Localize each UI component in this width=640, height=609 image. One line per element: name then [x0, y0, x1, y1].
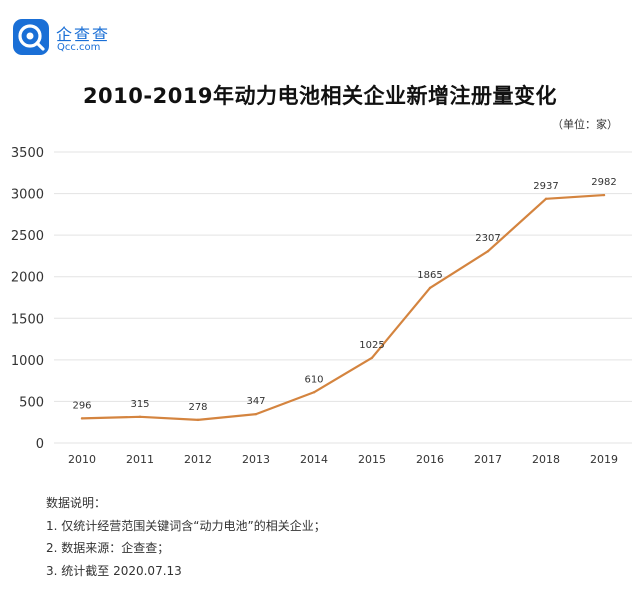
- note-item-2: 2. 数据来源：企查查；: [46, 541, 170, 555]
- data-label: 315: [130, 399, 149, 410]
- data-point: [312, 391, 316, 394]
- data-point: [138, 415, 142, 419]
- x-tick-label: 2013: [242, 453, 270, 466]
- y-tick-label: 500: [19, 395, 44, 410]
- note-item-1: 1. 仅统计经营范围关键词含“动力电池”的相关企业；: [46, 518, 326, 533]
- data-label: 278: [188, 402, 207, 413]
- y-tick-label: 0: [36, 437, 44, 452]
- data-point: [196, 418, 200, 422]
- x-tick-label: 2010: [68, 453, 96, 466]
- line-chart: 0 500 1000 1500 2000 2500 3000 3500 2010 2011 2012…: [11, 146, 632, 466]
- y-tick-label: 3000: [11, 188, 44, 203]
- data-label: 2982: [591, 177, 616, 188]
- chart-title: 2010-2019年动力电池相关企业新增注册量变化: [82, 84, 558, 108]
- x-tick-label: 2012: [184, 453, 212, 466]
- data-label: 1025: [359, 340, 384, 351]
- data-label: 2937: [533, 181, 558, 192]
- y-tick-label: 1000: [11, 354, 44, 369]
- x-tick-label: 2016: [416, 453, 444, 466]
- brand-name-en: Qcc.com: [57, 42, 101, 53]
- x-tick-label: 2018: [532, 453, 560, 466]
- data-label: 347: [246, 396, 265, 407]
- x-tick-label: 2019: [590, 453, 618, 466]
- data-point: [486, 249, 490, 253]
- data-point: [428, 286, 432, 290]
- data-label: 296: [72, 400, 91, 411]
- x-tick-label: 2011: [126, 453, 154, 466]
- data-point: [544, 197, 548, 201]
- y-tick-label: 2000: [11, 271, 44, 286]
- y-tick-label: 3500: [11, 146, 44, 161]
- x-tick-label: 2014: [300, 453, 328, 466]
- data-point: [370, 356, 374, 359]
- x-tick-label: 2015: [358, 453, 386, 466]
- notes-heading: 数据说明：: [46, 496, 107, 510]
- data-point: [602, 193, 606, 197]
- x-tick-label: 2017: [474, 453, 502, 466]
- data-notes: 数据说明： 1. 仅统计经营范围关键词含“动力电池”的相关企业； 2. 数据来源…: [46, 492, 326, 582]
- data-point: [254, 412, 258, 416]
- data-label: 1865: [417, 270, 442, 281]
- qcc-logo-icon: [13, 19, 49, 55]
- data-label: 610: [304, 374, 323, 385]
- unit-label: （单位：家）: [552, 118, 618, 131]
- series-line: [80, 193, 606, 421]
- y-tick-label: 2500: [11, 229, 44, 244]
- brand-name-cn: 企查查: [56, 25, 111, 44]
- y-tick-label: 1500: [11, 312, 44, 327]
- data-label: 2307: [475, 233, 500, 244]
- data-point: [80, 417, 84, 420]
- note-item-3: 3. 统计截至 2020.07.13: [46, 563, 182, 578]
